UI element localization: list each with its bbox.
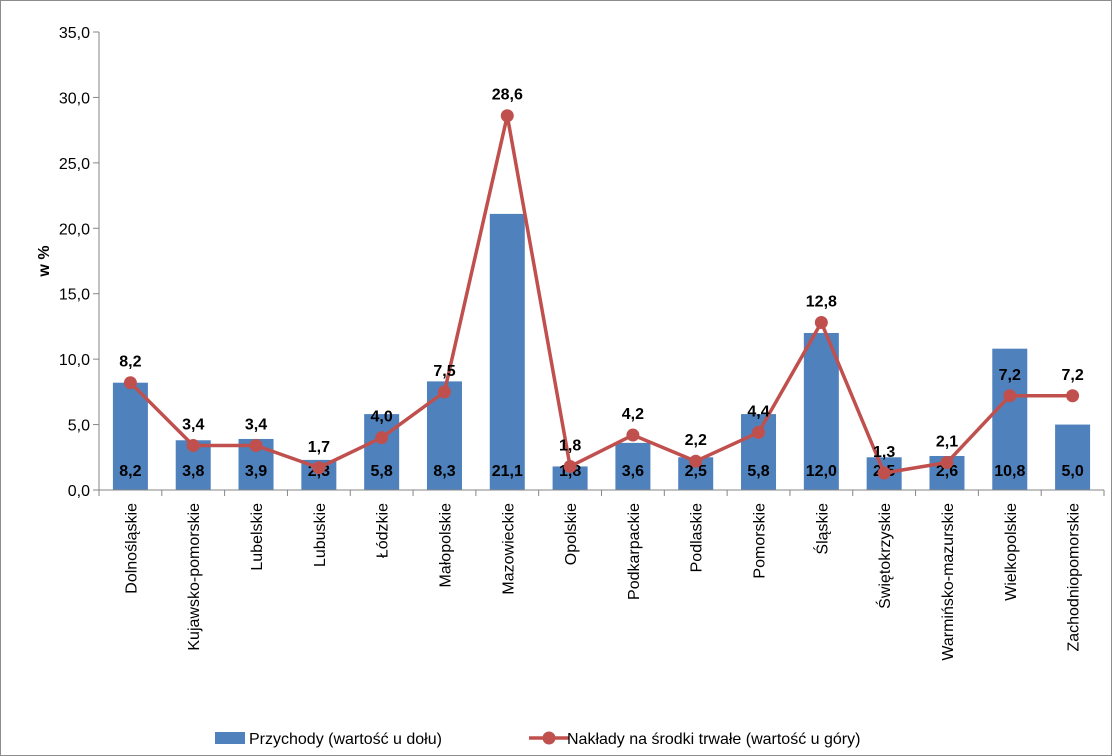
line-value-label: 28,6	[492, 87, 523, 104]
line-point	[689, 454, 703, 468]
bar-value-label: 5,0	[1061, 463, 1083, 480]
bar	[803, 332, 839, 490]
line-value-label: 4,0	[371, 409, 393, 426]
bar	[112, 382, 148, 490]
bar-value-label: 2,5	[685, 463, 707, 480]
line-point	[312, 461, 326, 475]
x-category-label: Lubuskie	[312, 503, 329, 567]
line-series: 8,2 3,4 3,4 1,7 4,0 7,5 28,6 1,8 4,2 2,2 4,4 12,8 1,…	[119, 87, 1084, 480]
line-point	[123, 376, 137, 390]
bar	[364, 414, 400, 490]
line-point	[1066, 389, 1080, 403]
x-category-label: Pomorskie	[752, 503, 769, 579]
legend-line-label: Nakłady na środki trwałe (wartość u góry…	[567, 731, 860, 748]
line-path	[129, 113, 1073, 475]
line-point	[249, 439, 263, 453]
line-value-label: 12,8	[806, 294, 837, 311]
line-point	[563, 459, 577, 473]
x-category-label: Opolskie	[563, 503, 580, 565]
y-tick-label: 10,0	[59, 352, 90, 369]
legend-bar-swatch	[215, 732, 245, 744]
x-category-label: Dolnośląskie	[123, 503, 140, 594]
y-tick-label: 15,0	[59, 287, 90, 304]
y-tick-label: 5,0	[68, 418, 90, 435]
line-value-label: 7,2	[1061, 367, 1083, 384]
line-value-label: 3,4	[182, 417, 204, 434]
line-point	[375, 431, 389, 445]
bar-value-label: 3,9	[245, 463, 267, 480]
bar	[992, 348, 1028, 490]
x-axis: Dolnośląskie Kujawsko-pomorskie Lubelskie L…	[98, 489, 1105, 661]
line-point	[752, 425, 766, 439]
line-value-label: 2,2	[685, 432, 707, 449]
line-point	[814, 316, 828, 330]
line-value-label: 8,2	[119, 354, 141, 371]
y-tick-label: 20,0	[59, 221, 90, 238]
x-category-label: Mazowieckie	[500, 503, 517, 595]
bar-value-label: 5,8	[747, 463, 769, 480]
x-category-label: Kujawsko-pomorskie	[186, 503, 203, 651]
x-category-label: Zachodniopomorskie	[1066, 503, 1083, 652]
line-value-label: 2,1	[936, 434, 958, 451]
legend-bar-label: Przychody (wartość u dołu)	[249, 731, 442, 748]
x-category-label: Podlaskie	[689, 503, 706, 572]
bar-value-label: 2,6	[936, 463, 958, 480]
bar	[1055, 424, 1091, 490]
legend: Przychody (wartość u dołu) Nakłady na śr…	[215, 731, 860, 748]
x-category-label: Śląskie	[812, 503, 831, 555]
x-category-label: Lubelskie	[249, 503, 266, 571]
line-value-label: 4,2	[622, 406, 644, 423]
line-point	[626, 428, 640, 442]
line-point	[940, 456, 954, 470]
x-category-label: Podkarpackie	[626, 503, 643, 600]
line-point	[877, 466, 891, 480]
line-value-label: 3,4	[245, 417, 267, 434]
bar	[615, 442, 651, 490]
bar-value-label: 8,3	[433, 463, 455, 480]
bar-value-label: 3,6	[622, 463, 644, 480]
bar	[552, 466, 588, 490]
line-value-label: 1,3	[873, 444, 895, 461]
legend-line-marker	[542, 731, 556, 745]
line-value-label: 1,7	[308, 439, 330, 456]
y-axis: 0,0 5,0 10,0 15,0 20,0 25,0 30,0 35,0	[59, 25, 100, 500]
x-category-label: Małopolskie	[437, 503, 454, 588]
y-axis-title: w %	[36, 245, 53, 277]
bar-value-label: 8,2	[119, 463, 141, 480]
line-point	[1003, 389, 1017, 403]
bar-value-label: 10,8	[994, 463, 1025, 480]
line-value-label: 1,8	[559, 437, 581, 454]
x-category-label: Warmińsko-mazurskie	[940, 503, 957, 661]
x-category-label: Wielkopolskie	[1003, 503, 1020, 601]
line-point	[500, 109, 514, 123]
line-point	[437, 385, 451, 399]
y-tick-label: 0,0	[68, 483, 90, 500]
line-value-label: 7,5	[433, 363, 455, 380]
bar-value-label: 5,8	[371, 463, 393, 480]
y-tick-label: 30,0	[59, 90, 90, 107]
line-point	[186, 439, 200, 453]
bar	[489, 213, 525, 491]
bar-value-label: 3,8	[182, 463, 204, 480]
line-value-label: 7,2	[999, 367, 1021, 384]
bar-value-label: 12,0	[806, 463, 837, 480]
bar-value-label: 21,1	[492, 463, 523, 480]
x-category-label: Świętokrzyskie	[875, 503, 894, 609]
y-tick-label: 25,0	[59, 156, 90, 173]
x-category-label: Łódzkie	[375, 503, 392, 558]
line-value-label: 4,4	[747, 403, 769, 420]
y-tick-label: 35,0	[59, 25, 90, 42]
